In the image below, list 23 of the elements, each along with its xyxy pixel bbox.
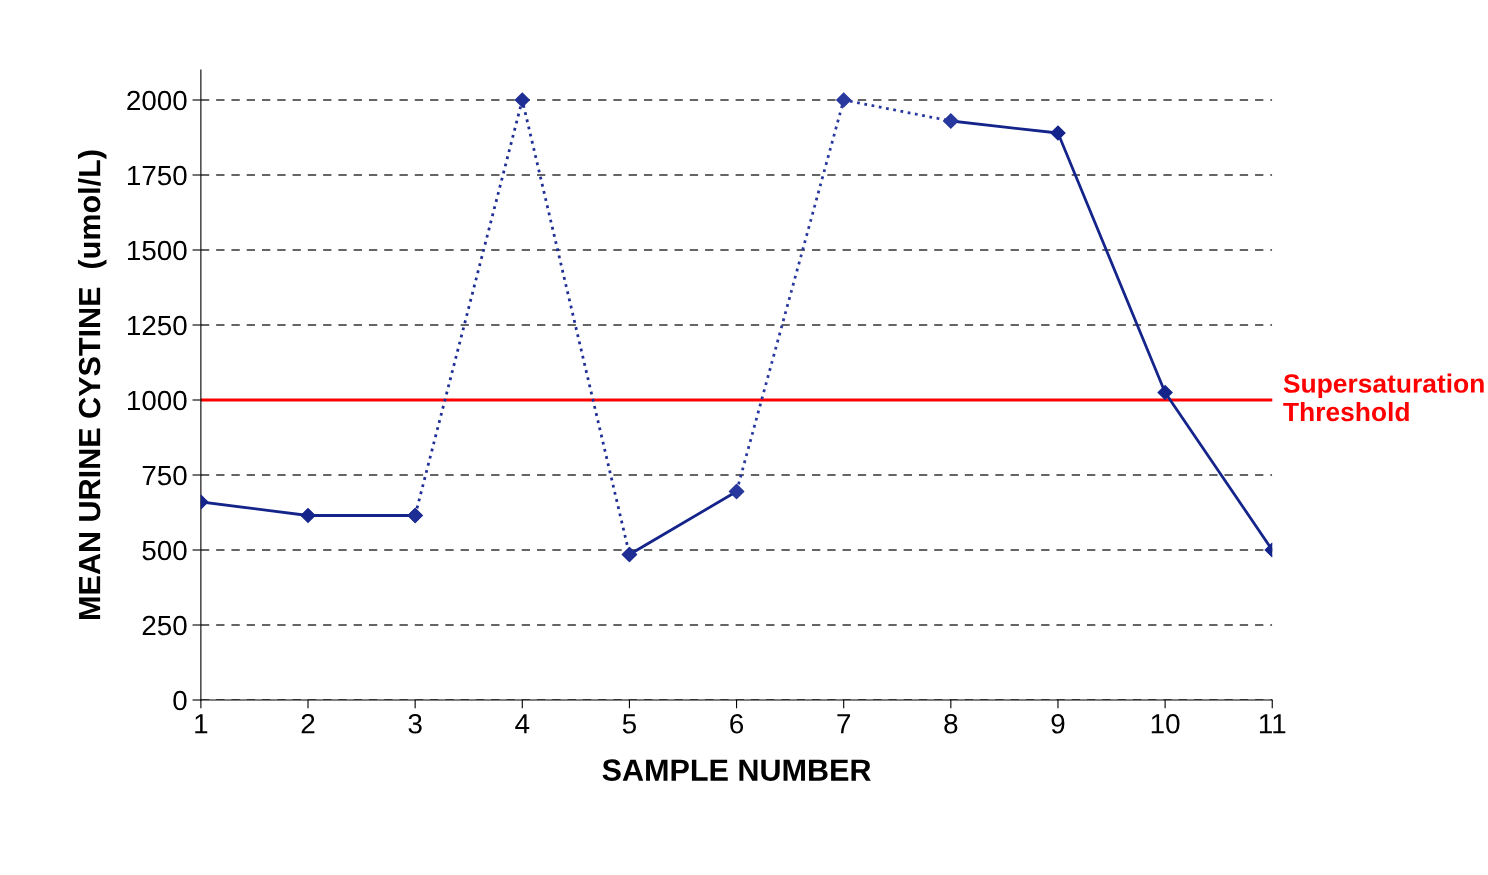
x-tick-label: 3 xyxy=(408,713,422,734)
y-tick-label: 1250 xyxy=(128,315,187,336)
y-tick-label: 2000 xyxy=(127,90,187,111)
x-tick-label: 6 xyxy=(730,713,744,734)
x-tick-label: 10 xyxy=(1151,713,1180,734)
x-axis-title: SAMPLE NUMBER xyxy=(602,759,871,781)
x-tick-label: 4 xyxy=(515,714,530,734)
x-tick-label: 1 xyxy=(195,714,208,734)
y-axis-title: MEAN URINE CYSTINE (umol/L) xyxy=(77,150,107,619)
x-tick-label: 5 xyxy=(622,714,636,734)
x-tick-label: 9 xyxy=(1051,713,1065,734)
y-tick-label: 1000 xyxy=(128,390,187,411)
y-tick-label: 500 xyxy=(142,540,187,561)
x-tick-label: 11 xyxy=(1259,714,1286,734)
x-tick-label: 7 xyxy=(837,714,851,734)
y-tick-label: 1750 xyxy=(128,165,187,186)
y-tick-label: 1500 xyxy=(128,240,187,261)
y-tick-label: 250 xyxy=(142,615,187,636)
y-tick-label: 0 xyxy=(173,690,187,711)
ref-line-label: Supersaturation Threshold xyxy=(1283,373,1484,422)
y-tick-label: 750 xyxy=(142,465,187,486)
x-tick-label: 8 xyxy=(944,713,958,734)
x-tick-label: 2 xyxy=(301,713,315,734)
